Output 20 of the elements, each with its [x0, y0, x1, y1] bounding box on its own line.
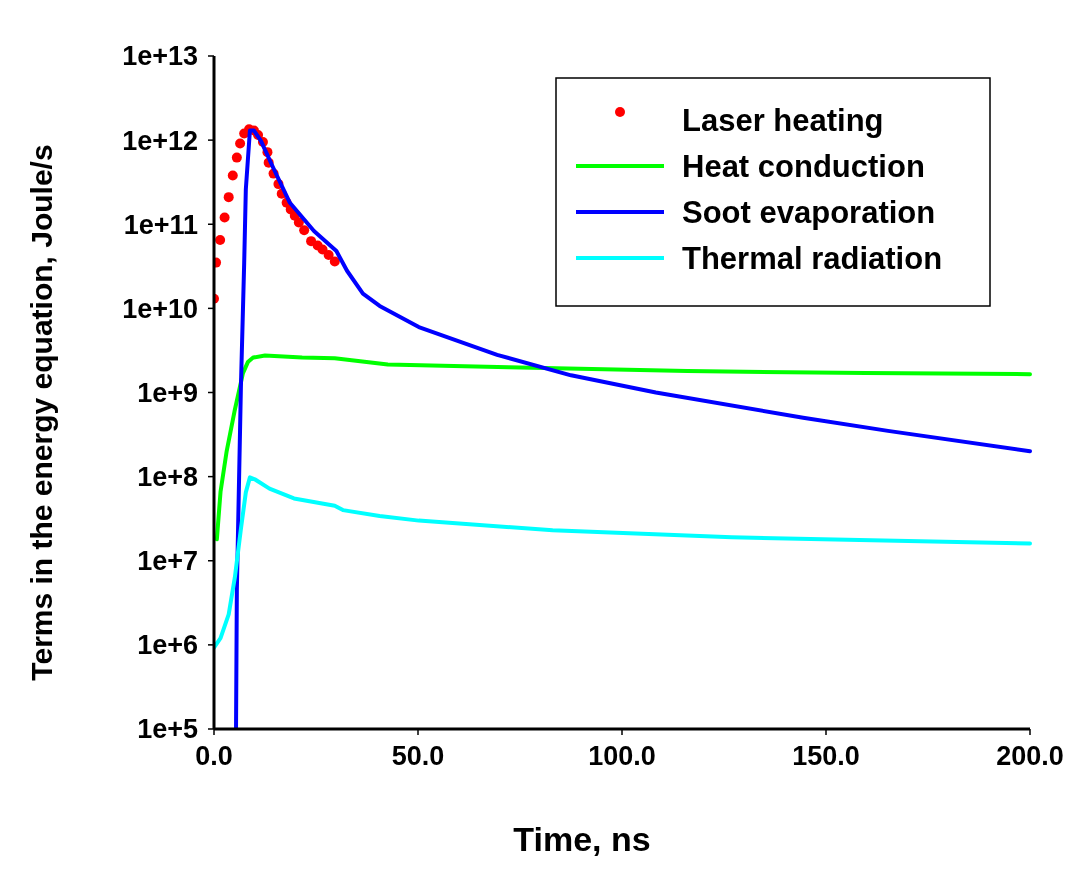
- x-axis-title: Time, ns: [513, 820, 651, 858]
- legend-label: Heat conduction: [682, 148, 925, 184]
- legend-label: Laser heating: [682, 102, 884, 138]
- y-tick-label: 1e+12: [122, 125, 198, 156]
- x-tick-label: 100.0: [588, 741, 656, 771]
- y-tick-label: 1e+10: [122, 293, 198, 324]
- y-tick-label: 1e+5: [137, 714, 198, 745]
- legend-label: Thermal radiation: [682, 240, 943, 276]
- x-tick-label: 50.0: [391, 741, 445, 771]
- x-tick-label: 0.0: [195, 741, 233, 771]
- y-tick-label: 1e+11: [123, 209, 198, 240]
- y-tick-label: 1e+6: [137, 630, 198, 661]
- y-axis-title: Terms in the energy equation, Joule/s: [25, 144, 58, 681]
- x-tick-label: 200.0: [996, 741, 1064, 771]
- y-tick-label: 1e+8: [137, 462, 198, 493]
- x-tick-label: 150.0: [792, 741, 860, 771]
- y-tick-label: 1e+7: [137, 546, 198, 577]
- legend-label: Soot evaporation: [682, 194, 936, 230]
- y-tick-label: 1e+13: [122, 41, 198, 72]
- y-tick-label: 1e+9: [137, 377, 198, 408]
